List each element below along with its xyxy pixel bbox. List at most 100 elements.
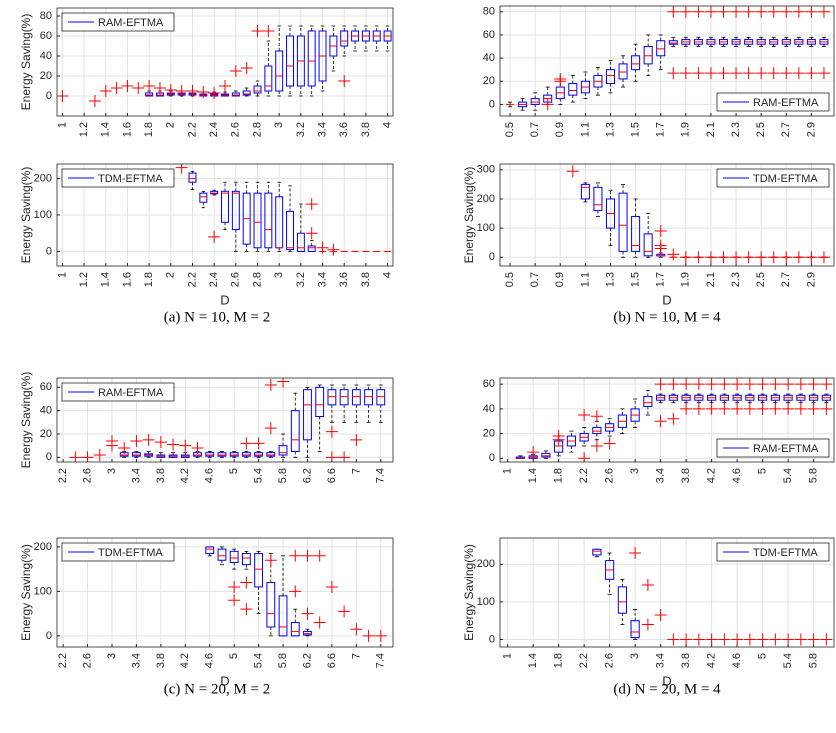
- outlier: [240, 576, 253, 589]
- y-tick-label: 0: [489, 633, 495, 645]
- box-plot: [254, 451, 264, 458]
- plot-marks: [57, 25, 392, 107]
- outlier: [552, 430, 565, 443]
- box-plot: [681, 393, 691, 404]
- outlier: [730, 6, 743, 18]
- legend-box: [61, 12, 175, 32]
- box-plot: [593, 66, 603, 96]
- box: [254, 452, 264, 457]
- x-tick-label: 1: [56, 122, 68, 128]
- box: [254, 553, 264, 588]
- y-tick-label: 200: [34, 541, 52, 553]
- box-plot: [668, 393, 678, 404]
- box-plot: [376, 384, 386, 423]
- outlier: [667, 248, 680, 261]
- outlier: [186, 85, 199, 97]
- box-plot: [318, 25, 327, 92]
- outlier: [143, 80, 156, 92]
- box: [351, 389, 361, 406]
- outlier: [756, 402, 769, 415]
- outlier: [654, 242, 667, 255]
- x-tick-label: 2.2: [57, 468, 69, 483]
- y-tick-label: 100: [477, 222, 495, 234]
- legend: TDM-EFTMA: [716, 542, 830, 562]
- y-tick-label: 0: [46, 90, 52, 102]
- outlier: [794, 633, 807, 646]
- y-tick-label: 0: [489, 251, 495, 263]
- box: [241, 452, 251, 457]
- box-plot: [266, 553, 276, 637]
- x-tick-label: 3.8: [680, 468, 692, 483]
- box-plot: [568, 75, 578, 103]
- box-plot: [541, 450, 551, 459]
- outlier: [228, 594, 241, 607]
- box-plot: [264, 181, 273, 252]
- outlier: [88, 95, 101, 107]
- box-plot: [241, 550, 251, 570]
- x-tick-label: 3.4: [655, 653, 667, 668]
- box-plot: [296, 203, 305, 252]
- x-tick-label: 1.1: [579, 272, 591, 287]
- x-tick-label: 3.4: [130, 468, 142, 483]
- box-plot: [605, 189, 616, 247]
- box: [643, 46, 653, 65]
- box-plot: [566, 430, 576, 453]
- x-tick-label: 3.8: [360, 272, 372, 287]
- x-tick-label: 3.8: [155, 653, 167, 668]
- outlier: [289, 585, 302, 598]
- box-plot: [307, 25, 316, 97]
- x-tick-label: 4.6: [731, 653, 743, 668]
- x-tick-label: 2.3: [730, 122, 742, 137]
- box: [266, 452, 276, 457]
- y-tick-label: 200: [477, 558, 495, 570]
- outlier: [142, 433, 155, 446]
- box-plot: [592, 548, 602, 558]
- box-plot: [193, 451, 202, 458]
- subplot: 0 20 40 60 2.2 2.6 3 3.4 3.8 4.2 4.6 5 5.4 5.8 6.2 6.6 7…: [19, 372, 394, 483]
- outlier: [175, 85, 188, 97]
- x-tick-label: 0.9: [554, 122, 566, 137]
- legend-box: [61, 382, 175, 402]
- outlier: [219, 80, 231, 92]
- outlier: [807, 633, 820, 646]
- outlier: [769, 402, 782, 415]
- legend-box: [716, 168, 830, 188]
- outlier: [820, 402, 833, 415]
- legend-box: [61, 542, 175, 562]
- outlier: [81, 451, 94, 462]
- x-tick-label: 5.4: [782, 468, 794, 483]
- x-tick-label: 3.4: [655, 468, 667, 483]
- outlier: [805, 67, 818, 80]
- x-tick-label: 7.4: [375, 653, 387, 668]
- x-tick-label: 0.7: [529, 272, 541, 287]
- outlier: [769, 633, 782, 646]
- y-tick-label: 0: [46, 245, 52, 257]
- outlier: [667, 6, 680, 18]
- box: [264, 192, 273, 249]
- x-tick-label: 4.6: [204, 653, 216, 668]
- x-tick-label: 4.6: [204, 468, 216, 483]
- outlier: [301, 607, 314, 620]
- outlier: [792, 6, 805, 18]
- outlier: [717, 251, 730, 264]
- outlier: [566, 165, 579, 178]
- outlier: [692, 251, 705, 264]
- outlier: [338, 75, 351, 87]
- box: [229, 550, 239, 563]
- y-tick-label: 200: [477, 193, 495, 205]
- box: [592, 548, 602, 556]
- outlier: [704, 6, 717, 18]
- box-plot: [199, 190, 208, 209]
- y-tick-label: 40: [483, 52, 495, 64]
- box-plot: [656, 393, 666, 404]
- x-tick-label: 1.6: [121, 272, 133, 287]
- box: [199, 192, 208, 203]
- box-plot: [221, 181, 229, 230]
- caption: (c) N = 20, M = 2: [164, 681, 271, 697]
- box-plot: [630, 398, 640, 428]
- box-plot: [286, 25, 295, 97]
- outlier: [554, 72, 567, 85]
- outlier: [277, 378, 290, 388]
- outlier: [99, 85, 112, 97]
- box: [593, 186, 603, 212]
